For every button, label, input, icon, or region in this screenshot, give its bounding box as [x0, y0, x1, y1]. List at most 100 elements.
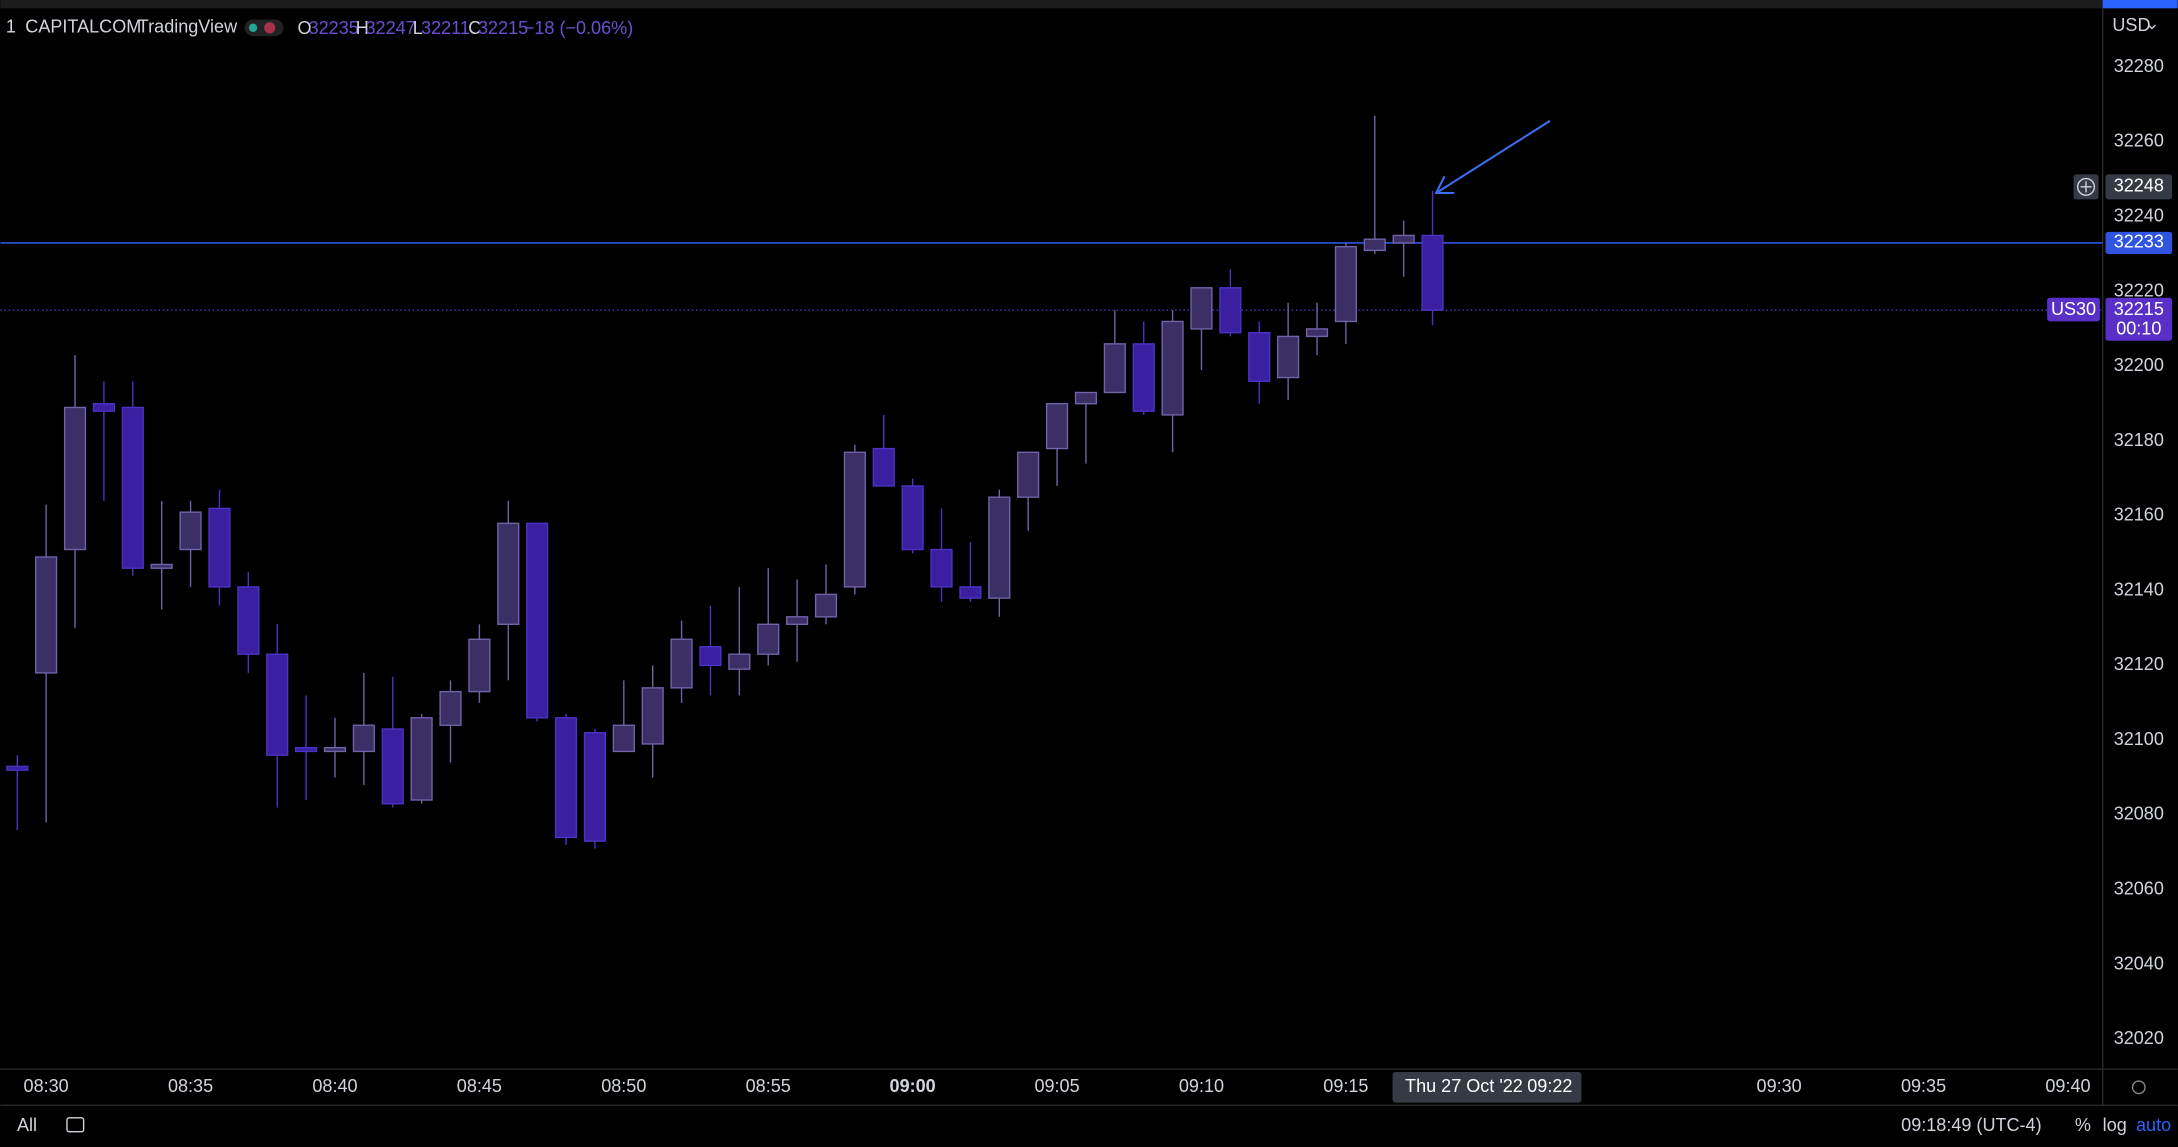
y-tick-label: 32260: [2114, 131, 2164, 151]
candle-body: [1074, 391, 1098, 405]
crosshair-date: Thu 27 Oct '22: [1405, 1076, 1523, 1096]
candle-body: [526, 522, 549, 719]
countdown: 00:10: [2116, 318, 2161, 338]
log-toggle[interactable]: log: [2103, 1115, 2127, 1135]
x-tick-label: 09:40: [2045, 1076, 2090, 1096]
arrow-drawing: [1434, 119, 1551, 195]
candle-body: [901, 485, 924, 551]
ohlc-letter: O: [297, 18, 311, 38]
candle-body: [1103, 343, 1126, 394]
change: −18 (−0.06%): [524, 18, 633, 38]
candle-body: [63, 406, 87, 551]
y-tick-label: 32180: [2114, 430, 2164, 450]
candle-body: [814, 593, 838, 618]
percent-toggle[interactable]: %: [2075, 1115, 2091, 1135]
candle-body: [352, 724, 375, 753]
ohlc-value: 32215: [478, 18, 528, 38]
ohlc-value: 32235: [309, 18, 359, 38]
candle-body: [208, 507, 231, 588]
y-tick-label: 32240: [2114, 206, 2164, 226]
settings-icon[interactable]: [2131, 1080, 2146, 1095]
ohlc-letter: H: [356, 18, 369, 38]
date-range-icon[interactable]: [66, 1117, 85, 1133]
x-tick-label: 08:35: [168, 1076, 213, 1096]
candle-body: [1132, 343, 1155, 412]
candle-body: [1045, 403, 1069, 450]
y-tick-label: 32220: [2114, 280, 2164, 300]
range-button[interactable]: All: [17, 1115, 37, 1135]
candle-body: [1190, 287, 1213, 330]
candle-body: [988, 496, 1011, 599]
y-tick-label: 32040: [2114, 953, 2164, 973]
x-tick-label: 09:05: [1034, 1076, 1079, 1096]
ohlc-letter: L: [413, 18, 423, 38]
y-tick-label: 32020: [2114, 1028, 2164, 1048]
candle-body: [554, 717, 578, 839]
candle-body: [295, 746, 318, 753]
add-button-plus: [2080, 181, 2092, 193]
x-tick-label: 08:55: [746, 1076, 791, 1096]
candle-body: [468, 638, 491, 693]
currency[interactable]: USD: [2112, 15, 2150, 35]
candle-body: [699, 646, 722, 667]
candle-body: [92, 403, 116, 412]
candle-body: [35, 556, 58, 674]
x-tick-label: 08:40: [312, 1076, 357, 1096]
candle-body: [150, 563, 173, 569]
candle-body: [959, 586, 982, 599]
candle-body: [843, 451, 866, 588]
candle-body: [786, 616, 809, 625]
x-tick-label: 09:15: [1323, 1076, 1368, 1096]
candle-body: [1277, 335, 1300, 379]
candle-body: [1248, 331, 1271, 382]
x-tick-label: 09:30: [1757, 1076, 1802, 1096]
y-tick-label: 32160: [2114, 505, 2164, 525]
candle-body: [930, 548, 953, 588]
candle-body: [323, 746, 347, 753]
status-dot: [248, 23, 258, 32]
x-tick-label: 09:10: [1179, 1076, 1224, 1096]
candle-body: [179, 511, 202, 551]
candle-body: [497, 522, 520, 625]
labels: 32020 32040 32060 32080 32100 32120 32140 32160…: [24, 56, 2173, 1103]
candle-body: [1219, 287, 1242, 334]
clock: 09:18:49 (UTC-4): [1901, 1115, 2041, 1135]
y-tick-label: 32120: [2114, 654, 2164, 674]
ohlc-value: 32211: [421, 18, 470, 38]
y-tick-label: 32200: [2114, 355, 2164, 375]
ohlc-value: 32247: [366, 18, 416, 38]
top-accent: [2102, 0, 2178, 9]
auto-toggle[interactable]: auto: [2136, 1115, 2171, 1135]
ohlc-letter: C: [468, 18, 481, 38]
candle-body: [612, 724, 635, 753]
y-tick-label: 32060: [2114, 879, 2164, 899]
top-strip: [0, 0, 2178, 9]
candle-body: [1363, 238, 1386, 252]
x-tick-label: 09:35: [1901, 1076, 1946, 1096]
crosshair-time-box: [1392, 1072, 1582, 1103]
currency-caret: [2148, 24, 2156, 30]
last-price: 32215: [2114, 299, 2164, 319]
x-tick-label: 08:45: [457, 1076, 502, 1096]
crosshair-price: 32248: [2114, 176, 2164, 196]
candle-body: [641, 687, 664, 745]
plot-area: [0, 115, 2103, 849]
interval: 1: [6, 17, 16, 37]
candle-body: [583, 732, 607, 842]
y-tick-label: 32140: [2114, 579, 2164, 599]
candle-body: [728, 653, 751, 670]
crosshair-price-box: [2105, 174, 2173, 200]
last-price-box: [2105, 297, 2173, 341]
source: TradingView: [138, 17, 238, 37]
status-dot: [264, 22, 276, 34]
crosshair-time: 09:22: [1527, 1076, 1572, 1096]
candle-body: [872, 447, 895, 487]
y-tick-label: 32100: [2114, 729, 2164, 749]
x-tick-label: 09:00: [890, 1076, 936, 1096]
hline-price: 32233: [2114, 232, 2164, 252]
candle-body: [381, 728, 404, 805]
candle-body: [1334, 245, 1357, 323]
